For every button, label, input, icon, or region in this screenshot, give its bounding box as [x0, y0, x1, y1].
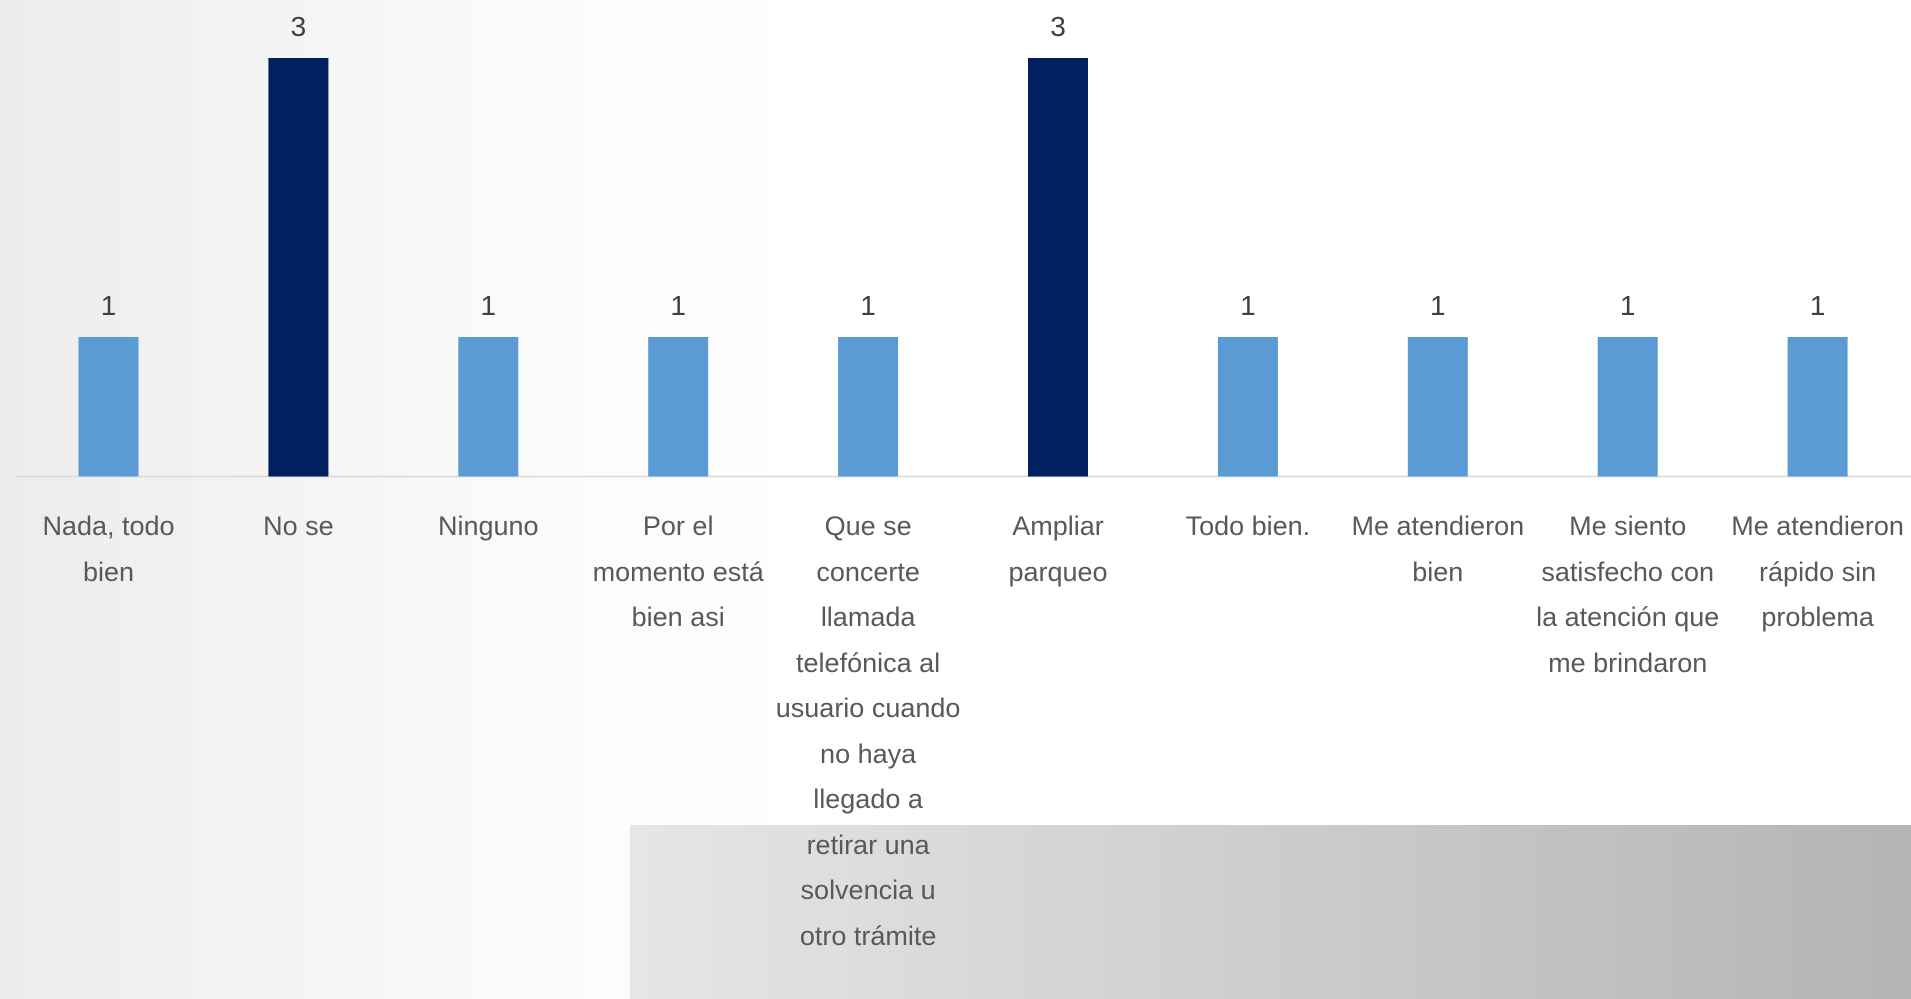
bar: [268, 58, 329, 477]
data-label: 1: [1620, 290, 1636, 321]
bar: [1787, 337, 1848, 477]
x-tick-label: Ampliar parqueo: [1008, 511, 1108, 587]
data-label: 1: [1810, 290, 1826, 321]
x-tick-label: Ninguno: [438, 511, 539, 541]
data-label: 1: [1240, 290, 1256, 321]
x-tick-label: Que se concerte llamada telefónica al us…: [775, 511, 961, 951]
bar: [458, 337, 519, 477]
x-tick-label: Nada, todo bien: [42, 511, 175, 587]
background-panel: [630, 825, 1911, 999]
data-label: 1: [481, 290, 497, 321]
bar: [838, 337, 899, 477]
x-tick-label: Me siento satisfecho con la atención que…: [1536, 511, 1720, 678]
x-tick-label: Me atendieron bien: [1351, 511, 1525, 587]
data-label: 3: [291, 11, 307, 42]
bar: [1028, 58, 1088, 477]
data-label: 1: [1430, 290, 1446, 321]
data-label: 3: [1050, 11, 1066, 42]
bar: [1597, 337, 1658, 477]
x-tick-label: No se: [263, 511, 334, 541]
data-label: 1: [670, 290, 686, 321]
data-label: 1: [101, 290, 117, 321]
bar: [1217, 337, 1278, 477]
x-tick-label: Me atendieron rápido sin problema: [1731, 511, 1904, 632]
x-tick-label: Por el momento está bien asi: [592, 511, 764, 632]
data-label: 1: [860, 290, 876, 321]
bar: [648, 337, 709, 477]
bar: [1407, 337, 1468, 477]
bar: [78, 337, 139, 477]
x-tick-label: Todo bien.: [1185, 511, 1311, 541]
